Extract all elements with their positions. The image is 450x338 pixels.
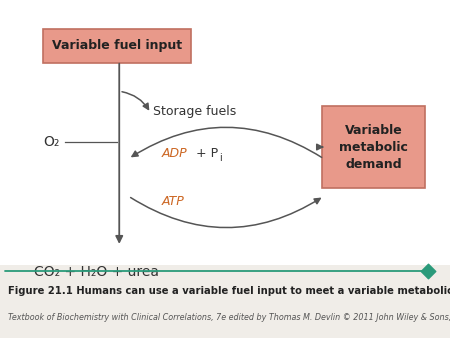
Text: Variable fuel input: Variable fuel input [52, 39, 182, 52]
Text: + P: + P [196, 147, 218, 160]
FancyBboxPatch shape [43, 29, 191, 63]
Text: Variable
metabolic
demand: Variable metabolic demand [339, 123, 408, 171]
FancyBboxPatch shape [322, 106, 425, 188]
Text: Figure 21.1 Humans can use a variable fuel input to meet a variable metabolic de: Figure 21.1 Humans can use a variable fu… [8, 286, 450, 296]
Text: Textbook of Biochemistry with Clinical Correlations, 7e edited by Thomas M. Devl: Textbook of Biochemistry with Clinical C… [8, 313, 450, 322]
Text: ADP: ADP [162, 147, 188, 160]
Text: CO₂ + H₂O + urea: CO₂ + H₂O + urea [34, 265, 159, 279]
Point [425, 268, 432, 274]
Text: Storage fuels: Storage fuels [153, 105, 236, 118]
Text: O₂: O₂ [44, 135, 60, 149]
Bar [0, 0, 450, 265]
Text: ATP: ATP [162, 195, 185, 208]
Text: i: i [219, 153, 222, 163]
